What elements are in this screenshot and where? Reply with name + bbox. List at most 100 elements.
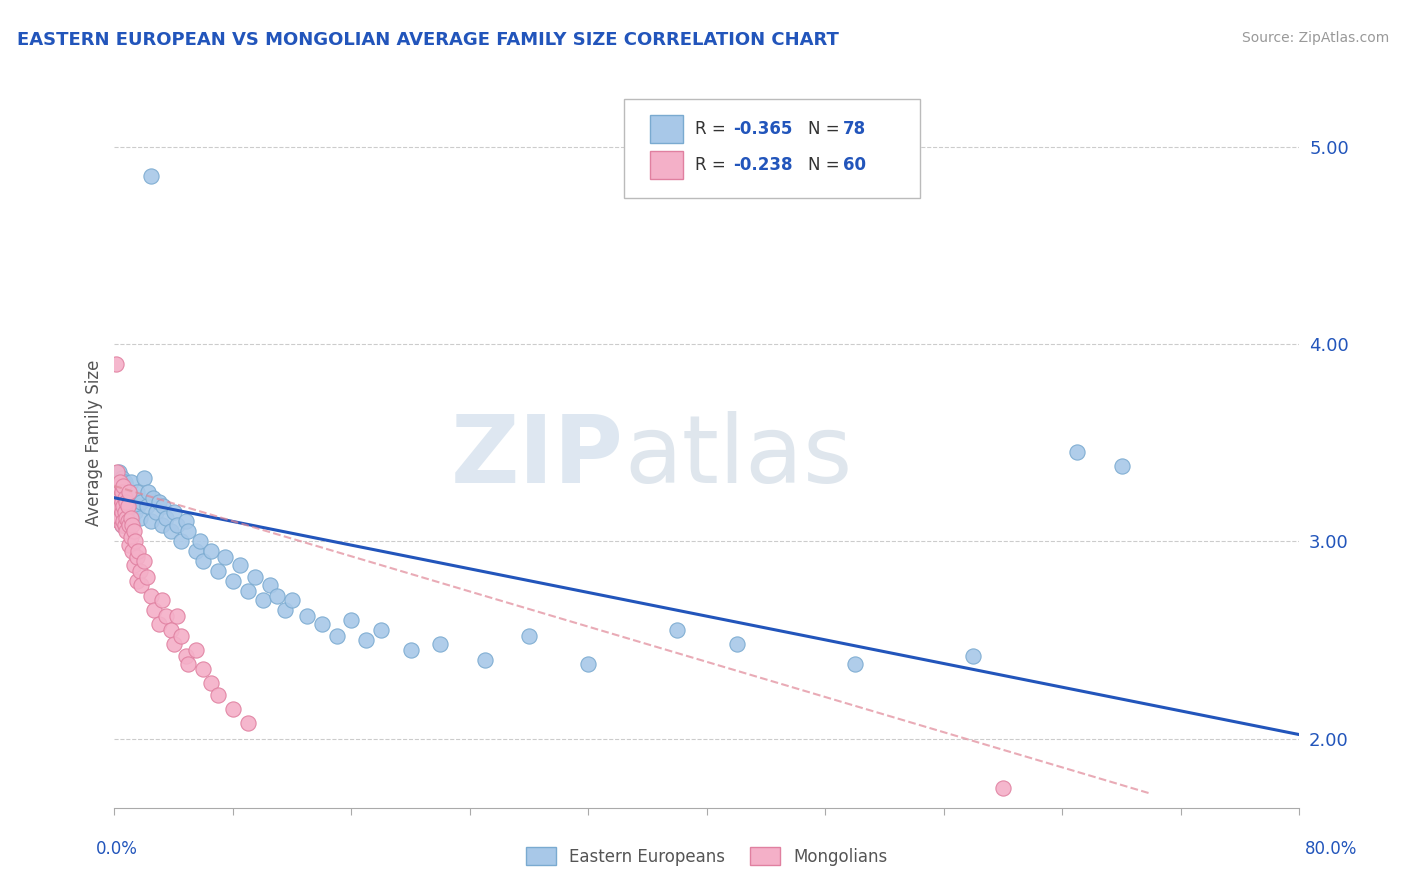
Point — [111, 518, 134, 533]
Point — [991, 780, 1014, 795]
Point — [110, 510, 132, 524]
Point — [222, 702, 245, 716]
Point — [166, 609, 188, 624]
Point — [184, 642, 207, 657]
Point — [214, 549, 236, 564]
Point — [325, 629, 347, 643]
Point — [108, 499, 131, 513]
Point — [111, 494, 134, 508]
Point — [114, 491, 136, 505]
Point — [110, 491, 132, 505]
Point — [274, 603, 297, 617]
Point — [121, 544, 143, 558]
Point — [114, 518, 136, 533]
Point — [115, 505, 138, 519]
Point — [117, 518, 139, 533]
Point — [114, 505, 136, 519]
Point — [170, 629, 193, 643]
Point — [666, 623, 689, 637]
Point — [127, 499, 149, 513]
Point — [517, 629, 540, 643]
Point — [145, 505, 167, 519]
Point — [399, 642, 422, 657]
Text: N =: N = — [807, 120, 845, 138]
Point — [115, 524, 138, 539]
Legend: Eastern Europeans, Mongolians: Eastern Europeans, Mongolians — [519, 841, 894, 872]
Point — [114, 515, 136, 529]
Point — [236, 583, 259, 598]
Point — [108, 465, 131, 479]
Text: 0.0%: 0.0% — [96, 840, 138, 858]
Point — [111, 484, 134, 499]
Point — [188, 534, 211, 549]
Point — [1066, 445, 1088, 459]
Point — [281, 593, 304, 607]
Point — [143, 603, 166, 617]
Point — [115, 491, 138, 505]
Point — [184, 544, 207, 558]
Point — [844, 657, 866, 671]
Point — [163, 637, 186, 651]
Point — [166, 518, 188, 533]
Point — [259, 577, 281, 591]
Point — [177, 524, 200, 539]
Y-axis label: Average Family Size: Average Family Size — [86, 359, 103, 525]
Point — [129, 494, 152, 508]
Point — [115, 494, 138, 508]
Point — [127, 544, 149, 558]
Point — [141, 590, 163, 604]
Point — [118, 484, 141, 499]
Point — [125, 574, 148, 588]
Point — [129, 577, 152, 591]
Point — [118, 484, 141, 499]
Point — [136, 570, 159, 584]
Text: EASTERN EUROPEAN VS MONGOLIAN AVERAGE FAMILY SIZE CORRELATION CHART: EASTERN EUROPEAN VS MONGOLIAN AVERAGE FA… — [17, 31, 839, 49]
Point — [118, 510, 141, 524]
Point — [159, 524, 181, 539]
Point — [200, 676, 222, 690]
Point — [122, 558, 145, 572]
FancyBboxPatch shape — [624, 99, 920, 198]
Point — [193, 554, 215, 568]
Point — [193, 663, 215, 677]
Point — [117, 499, 139, 513]
Point — [110, 479, 132, 493]
Point — [112, 505, 135, 519]
Point — [340, 613, 363, 627]
Point — [112, 484, 135, 499]
Point — [136, 499, 159, 513]
Point — [108, 479, 131, 493]
Point — [128, 510, 150, 524]
Point — [121, 491, 143, 505]
Point — [108, 499, 131, 513]
Point — [115, 510, 138, 524]
Text: N =: N = — [807, 156, 845, 174]
Point — [152, 499, 174, 513]
Point — [576, 657, 599, 671]
Point — [295, 609, 318, 624]
Point — [148, 494, 170, 508]
Point — [163, 505, 186, 519]
Point — [243, 570, 266, 584]
Point — [170, 534, 193, 549]
Point — [150, 593, 173, 607]
Text: 60: 60 — [844, 156, 866, 174]
Point — [122, 494, 145, 508]
Point — [105, 484, 128, 499]
Point — [115, 479, 138, 493]
Point — [111, 505, 134, 519]
Point — [1111, 459, 1133, 474]
Text: atlas: atlas — [624, 411, 852, 503]
Text: 80.0%: 80.0% — [1305, 840, 1357, 858]
Point — [159, 623, 181, 637]
Point — [121, 515, 143, 529]
Point — [141, 169, 163, 183]
Point — [117, 494, 139, 508]
Point — [124, 534, 146, 549]
Point — [252, 593, 274, 607]
Point — [118, 518, 141, 533]
Point — [132, 554, 155, 568]
Point — [370, 623, 392, 637]
Text: Source: ZipAtlas.com: Source: ZipAtlas.com — [1241, 31, 1389, 45]
Point — [114, 475, 136, 489]
